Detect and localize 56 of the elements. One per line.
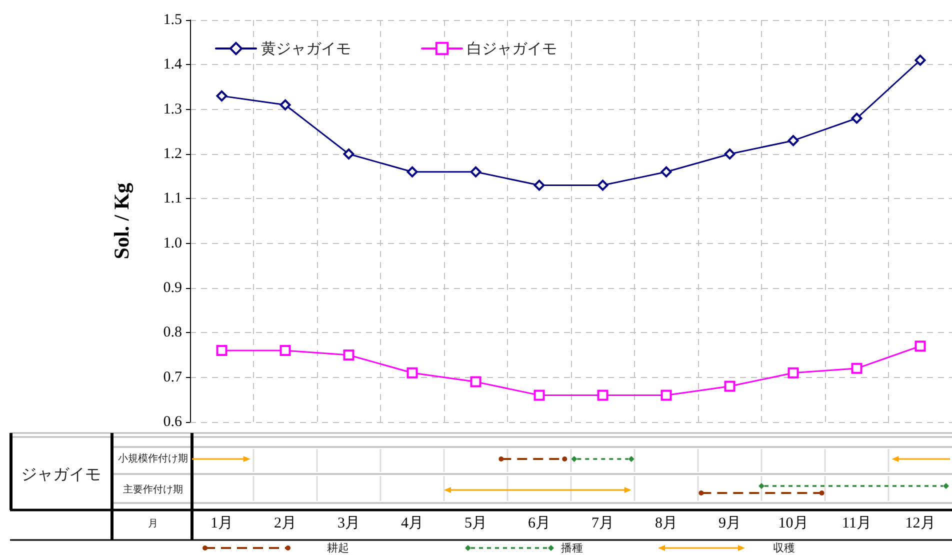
point xyxy=(788,367,799,378)
x-tick-label: 11月 xyxy=(842,516,872,532)
point xyxy=(724,380,736,392)
x-tick-label: 10月 xyxy=(778,516,808,532)
point xyxy=(406,166,418,178)
point xyxy=(280,99,291,110)
point xyxy=(597,390,608,401)
point xyxy=(343,350,354,360)
point xyxy=(660,166,672,178)
x-tick-label: 1月 xyxy=(210,516,233,532)
point xyxy=(216,90,228,102)
y-tick-label: 1.3 xyxy=(163,101,182,118)
y-tick-label: 0.6 xyxy=(163,414,182,430)
point xyxy=(788,135,799,146)
y-tick-label: 0.9 xyxy=(163,280,182,296)
x-tick-label: 4月 xyxy=(401,516,424,532)
y-axis-title: Sol. / Kg xyxy=(110,182,134,260)
point xyxy=(216,345,228,356)
x-tick-label: 2月 xyxy=(274,516,296,532)
point xyxy=(406,367,418,378)
x-tick-label: 9月 xyxy=(718,516,741,532)
x-tick-label: 6月 xyxy=(528,516,550,532)
x-tick-label: 12月 xyxy=(905,516,936,532)
x-tick-label: 7月 xyxy=(592,516,614,532)
text: 収穫 xyxy=(773,542,795,554)
y-tick-label: 1.0 xyxy=(163,235,182,252)
text: 播種 xyxy=(561,542,583,554)
point xyxy=(851,362,862,374)
point xyxy=(660,390,672,401)
point xyxy=(914,340,926,352)
text: 小規模作付け期 xyxy=(118,452,188,464)
text: 主要作付け期 xyxy=(123,484,183,496)
y-tick-label: 0.7 xyxy=(163,369,182,386)
x-tick-label: 5月 xyxy=(464,516,487,532)
legend-label: 白ジャガイモ xyxy=(467,40,557,58)
point xyxy=(534,180,545,191)
text: 耕起 xyxy=(327,542,349,554)
text: ジャガイモ xyxy=(21,464,101,484)
point xyxy=(343,148,354,160)
point xyxy=(724,148,736,160)
legend-label: 黄ジャガイモ xyxy=(261,40,351,58)
y-tick-label: 1.4 xyxy=(163,56,182,73)
point xyxy=(470,376,482,388)
x-tick-label: 3月 xyxy=(338,516,360,532)
point xyxy=(280,345,291,356)
text: 月 xyxy=(148,518,158,530)
y-tick-label: 1.1 xyxy=(163,190,182,207)
y-tick-label: 1.2 xyxy=(163,146,182,162)
y-tick-label: 1.5 xyxy=(163,12,182,28)
point xyxy=(534,390,545,401)
x-tick-label: 8月 xyxy=(655,516,678,532)
point xyxy=(851,112,862,124)
point xyxy=(914,54,926,66)
point xyxy=(597,180,608,191)
point xyxy=(470,166,482,178)
y-tick-label: 0.8 xyxy=(163,324,182,341)
